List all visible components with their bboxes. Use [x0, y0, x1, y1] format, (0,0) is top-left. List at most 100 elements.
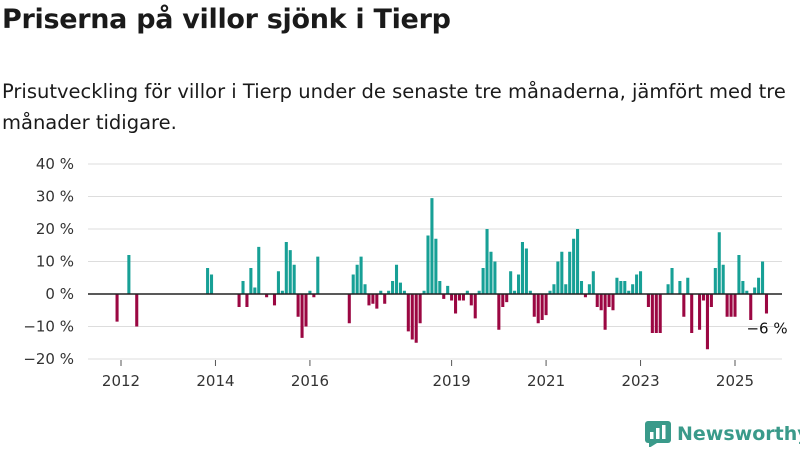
bar [363, 284, 367, 294]
bar [276, 271, 280, 294]
bar [745, 290, 749, 294]
bar [713, 268, 717, 294]
x-tick-label: 2023 [621, 372, 659, 390]
bar [272, 294, 277, 306]
bar [509, 271, 513, 294]
bar [402, 290, 406, 294]
bar [296, 294, 300, 317]
bar [265, 294, 269, 298]
bar [631, 284, 635, 294]
bar [729, 294, 733, 317]
bars [115, 198, 769, 350]
bar [406, 294, 410, 332]
bar [658, 294, 662, 333]
bar [623, 281, 627, 294]
bar [316, 256, 320, 295]
bar [280, 290, 284, 294]
bar [135, 294, 139, 327]
bar [426, 235, 430, 294]
bar [536, 294, 540, 324]
bar [583, 294, 587, 298]
bar [394, 264, 399, 294]
bar [741, 281, 745, 294]
y-tick-label: 0 % [45, 285, 74, 303]
bar [579, 281, 584, 294]
bar [721, 264, 725, 294]
bar [560, 251, 564, 294]
bar [375, 294, 379, 309]
newsworthy-logo: Newsworthy [645, 420, 800, 448]
bar [607, 294, 611, 307]
bar [639, 271, 643, 294]
bar [568, 251, 572, 294]
bar [442, 294, 446, 299]
bar [654, 294, 658, 333]
bar [457, 294, 462, 301]
bar [520, 242, 524, 294]
bar [249, 268, 253, 294]
bar [422, 290, 426, 294]
bar [489, 251, 493, 294]
bar [737, 255, 741, 294]
bar [733, 294, 737, 317]
bar [473, 294, 477, 319]
bar [682, 294, 686, 317]
bar [761, 261, 765, 294]
bar [304, 294, 308, 327]
bar [717, 232, 721, 294]
bar [505, 294, 509, 303]
bar [284, 242, 288, 294]
y-tick-label: 40 % [36, 155, 74, 173]
bar [599, 294, 603, 311]
bar [627, 290, 631, 294]
bar [465, 290, 469, 294]
bar [308, 290, 312, 294]
bar [572, 238, 576, 294]
bar [698, 294, 702, 330]
bar [241, 281, 245, 294]
bar [383, 294, 387, 304]
bar [501, 294, 505, 307]
last-value-label: −6 % [746, 320, 787, 338]
y-tick-label: 30 % [36, 188, 74, 206]
bar [454, 294, 458, 314]
bar [591, 271, 595, 294]
bar [666, 284, 670, 294]
bar [127, 255, 131, 294]
y-tick-label: 20 % [36, 220, 74, 238]
bar [532, 294, 536, 317]
bar [430, 198, 434, 295]
x-tick-label: 2025 [716, 372, 754, 390]
bar [764, 294, 769, 314]
bar [513, 290, 517, 294]
bar [450, 294, 454, 301]
bar [524, 248, 528, 294]
bar [461, 294, 465, 301]
bar [749, 294, 753, 320]
bar [619, 281, 623, 294]
bar [646, 294, 650, 307]
bar [469, 294, 473, 306]
newsworthy-logo-text: Newsworthy [677, 423, 800, 445]
bar [725, 294, 729, 317]
bar [576, 229, 580, 294]
x-tick-label: 2014 [196, 372, 234, 390]
bar [709, 294, 713, 307]
bar [548, 290, 552, 294]
bar [556, 261, 560, 294]
bar [418, 294, 422, 324]
bar [414, 294, 418, 343]
y-tick-label: −20 % [23, 350, 74, 368]
bar [312, 294, 316, 298]
bar [493, 261, 497, 294]
bar [516, 274, 521, 294]
bar [650, 294, 654, 333]
bar [206, 268, 210, 294]
bar [481, 268, 485, 294]
bar [611, 294, 615, 311]
bar [398, 282, 402, 295]
x-tick-label: 2012 [102, 372, 140, 390]
bar [391, 281, 395, 294]
bar [347, 294, 351, 324]
